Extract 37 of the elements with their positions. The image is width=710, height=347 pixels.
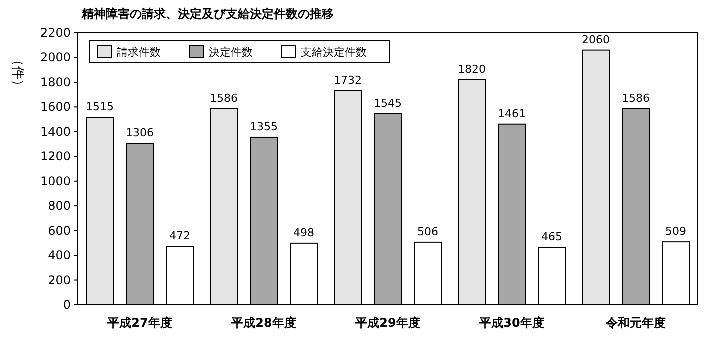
x-tick-label: 平成29年度 bbox=[354, 316, 420, 330]
data-label: 1820 bbox=[458, 62, 486, 76]
data-label: 506 bbox=[418, 225, 438, 238]
y-axis-title: （件） bbox=[10, 54, 25, 92]
data-label: 1586 bbox=[210, 92, 238, 105]
y-tick-label: 1000 bbox=[40, 174, 71, 188]
x-tick-label: 平成27年度 bbox=[106, 316, 172, 330]
data-label: 1306 bbox=[126, 126, 154, 140]
y-tick-label: 2200 bbox=[40, 26, 71, 40]
data-label: 472 bbox=[170, 230, 190, 243]
x-tick-label: 平成30年度 bbox=[478, 316, 544, 330]
legend-label: 請求件数 bbox=[117, 46, 161, 59]
y-tick-label: 1600 bbox=[40, 100, 71, 114]
data-label: 1586 bbox=[622, 92, 650, 105]
y-tick-label: 1200 bbox=[40, 150, 71, 164]
data-label: 1355 bbox=[250, 120, 278, 134]
data-label: 465 bbox=[542, 230, 562, 244]
y-tick-label: 0 bbox=[63, 298, 71, 312]
x-tick-label: 令和元年度 bbox=[605, 316, 666, 330]
data-label: 1545 bbox=[374, 96, 402, 110]
x-tick-label: 平成28年度 bbox=[230, 316, 296, 330]
y-tick-label: 800 bbox=[48, 199, 71, 214]
legend-label: 支給決定件数 bbox=[301, 46, 367, 59]
data-label: 1515 bbox=[86, 100, 114, 114]
legend-label: 決定件数 bbox=[209, 46, 253, 59]
y-tick-label: 200 bbox=[48, 273, 71, 288]
chart-title: 精神障害の請求、決定及び支給決定件数の推移 bbox=[81, 7, 334, 21]
y-tick-label: 600 bbox=[48, 224, 71, 238]
y-tick-label: 1400 bbox=[40, 124, 71, 139]
data-label: 1461 bbox=[498, 107, 526, 120]
y-tick-label: 400 bbox=[48, 248, 71, 263]
data-label: 509 bbox=[666, 225, 686, 238]
data-label: 1732 bbox=[334, 74, 362, 87]
y-tick-label: 1800 bbox=[40, 75, 71, 90]
data-label: 498 bbox=[294, 226, 314, 240]
y-tick-label: 2000 bbox=[40, 50, 71, 65]
data-label: 2060 bbox=[582, 33, 610, 46]
